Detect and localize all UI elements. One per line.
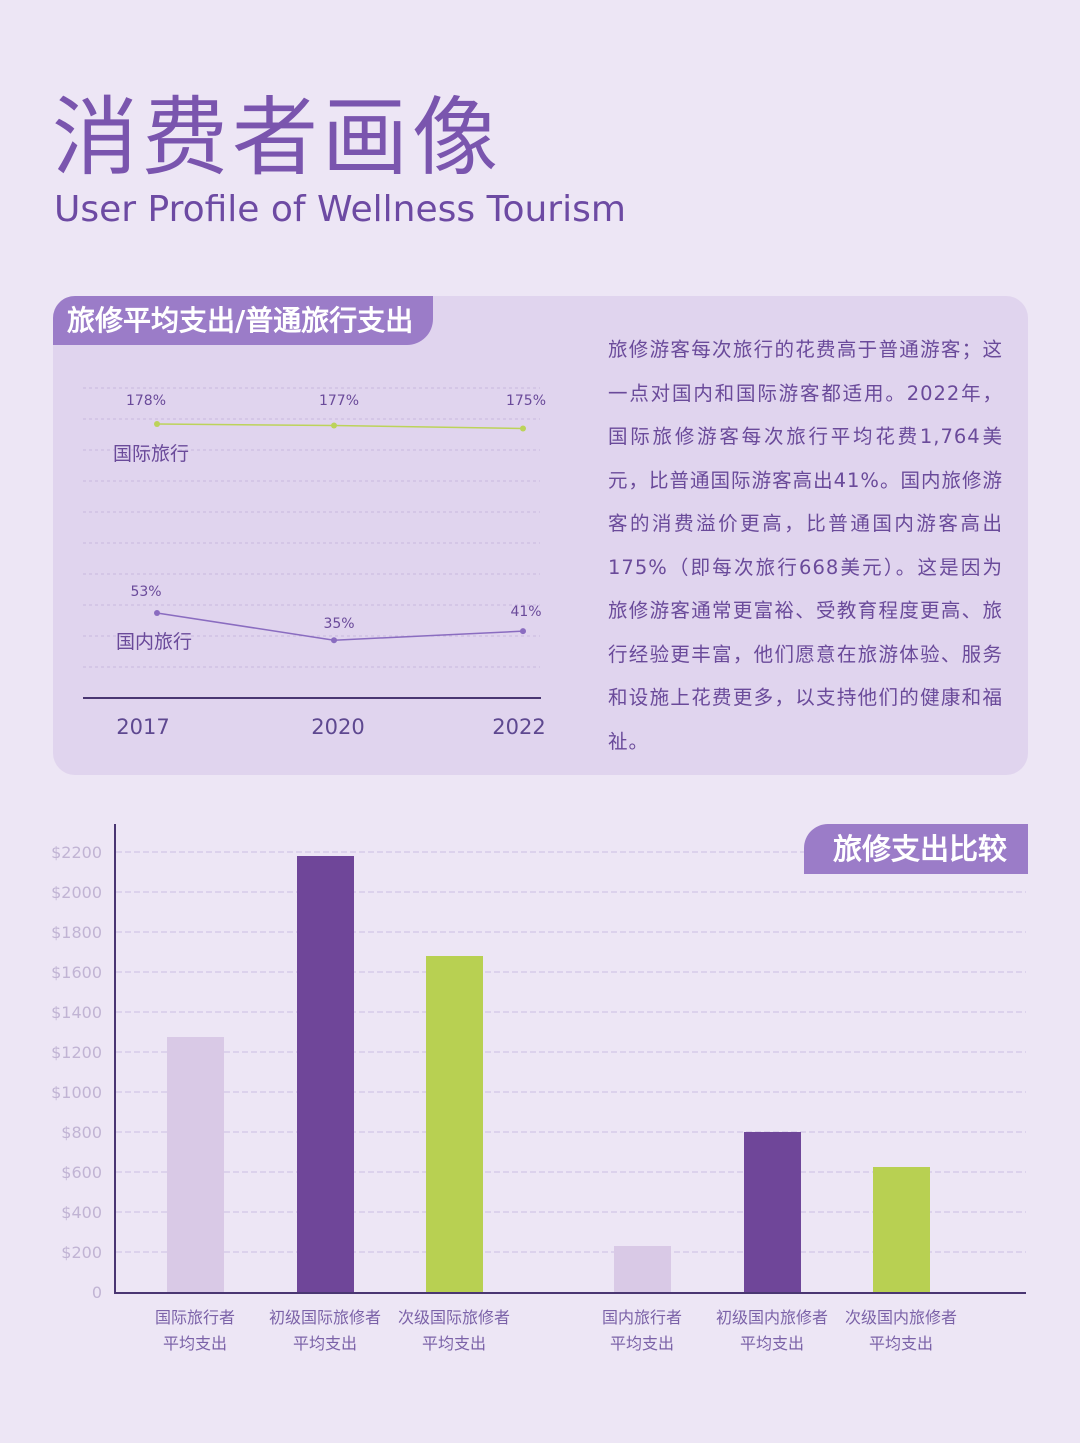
category-label-line: 平均支出 bbox=[609, 1334, 675, 1353]
data-point bbox=[520, 628, 526, 635]
bar bbox=[744, 1132, 801, 1292]
x-tick-label: 2020 bbox=[311, 715, 364, 739]
category-label-line: 平均支出 bbox=[421, 1334, 487, 1353]
data-label: 177% bbox=[319, 393, 359, 409]
category-label-line: 次级国际旅修者 bbox=[397, 1308, 511, 1327]
data-point bbox=[154, 610, 160, 616]
bar bbox=[167, 1037, 224, 1292]
bar-category-label: 初级国际旅修者 平均支出 bbox=[269, 1305, 381, 1357]
y-tick-label: $1000 bbox=[51, 1083, 102, 1102]
series-line-0 bbox=[156, 423, 524, 430]
page-title: 消费者画像 bbox=[52, 88, 502, 188]
bar-category-label: 国际旅行者 平均支出 bbox=[155, 1305, 235, 1357]
description-paragraph: 旅修游客每次旅行的花费高于普通游客；这一点对国内和国际游客都适用。2022年，国… bbox=[608, 338, 1003, 753]
section-tab-bar-chart: 旅修支出比较 bbox=[804, 824, 1028, 874]
category-label-line: 次级国内旅修者 bbox=[844, 1308, 958, 1327]
bar-category-label: 次级国际旅修者 平均支出 bbox=[398, 1305, 510, 1357]
data-point bbox=[520, 425, 526, 432]
data-label: 175% bbox=[506, 393, 546, 409]
category-label-line: 国际旅行者 bbox=[154, 1308, 236, 1327]
category-label-line: 初级国际旅修者 bbox=[268, 1308, 382, 1327]
y-tick-label: $200 bbox=[61, 1243, 102, 1262]
data-label: 178% bbox=[126, 393, 166, 409]
data-label: 53% bbox=[130, 584, 161, 600]
category-label-line: 平均支出 bbox=[162, 1334, 228, 1353]
bar-category-label: 初级国内旅修者 平均支出 bbox=[716, 1305, 828, 1357]
x-tick-label: 2022 bbox=[492, 715, 545, 739]
category-label-line: 初级国内旅修者 bbox=[715, 1308, 829, 1327]
y-tick-label: $600 bbox=[61, 1163, 102, 1182]
y-tick-label: $800 bbox=[61, 1123, 102, 1142]
bar-category-label: 国内旅行者 平均支出 bbox=[602, 1305, 682, 1357]
section-tab-line-chart: 旅修平均支出/普通旅行支出 bbox=[53, 296, 434, 345]
y-tick-label: $1600 bbox=[51, 963, 102, 982]
y-tick-label: $1800 bbox=[51, 923, 102, 942]
data-point bbox=[331, 637, 337, 644]
y-tick-label: 0 bbox=[92, 1283, 102, 1302]
category-label-line: 国内旅行者 bbox=[601, 1308, 683, 1327]
bar bbox=[873, 1167, 930, 1292]
y-tick-label: $2200 bbox=[51, 843, 102, 862]
bar-category-label: 次级国内旅修者 平均支出 bbox=[845, 1305, 957, 1357]
y-tick-label: $1400 bbox=[51, 1003, 102, 1022]
bar bbox=[426, 956, 483, 1292]
category-label-line: 平均支出 bbox=[292, 1334, 358, 1353]
y-tick-label: $2000 bbox=[51, 883, 102, 902]
y-tick-label: $400 bbox=[61, 1203, 102, 1222]
data-label: 35% bbox=[323, 616, 354, 632]
data-point bbox=[331, 422, 337, 429]
y-tick-label: $1200 bbox=[51, 1043, 102, 1062]
category-label-line: 平均支出 bbox=[868, 1334, 934, 1353]
line-chart-card bbox=[53, 296, 1028, 775]
series-label: 国内旅行 bbox=[116, 631, 192, 653]
series-label: 国际旅行 bbox=[113, 443, 189, 465]
page-subtitle: User Profile of Wellness Tourism bbox=[54, 189, 626, 230]
data-label: 41% bbox=[510, 604, 541, 620]
category-label-line: 平均支出 bbox=[739, 1334, 805, 1353]
x-tick-label: 2017 bbox=[116, 715, 169, 739]
bar bbox=[614, 1246, 671, 1292]
data-point bbox=[154, 421, 160, 427]
bar bbox=[297, 856, 354, 1292]
